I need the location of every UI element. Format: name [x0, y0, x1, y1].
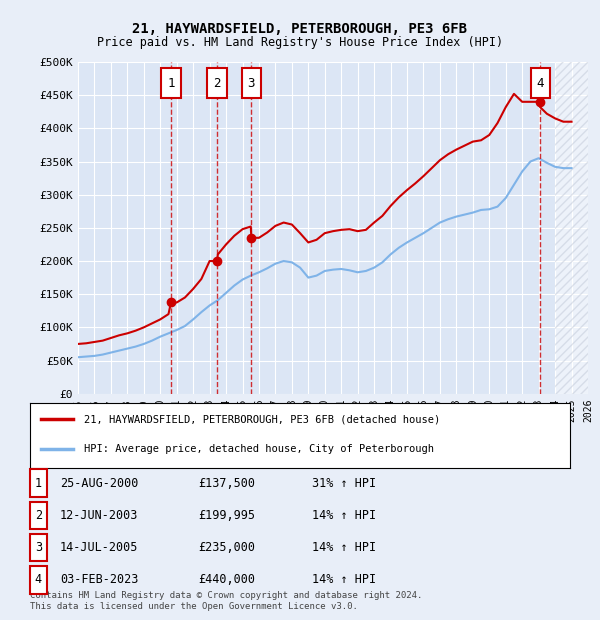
Text: £137,500: £137,500 — [198, 477, 255, 490]
Text: 25-AUG-2000: 25-AUG-2000 — [60, 477, 139, 490]
Text: £235,000: £235,000 — [198, 541, 255, 554]
Text: 3: 3 — [35, 541, 42, 554]
Text: 2: 2 — [213, 77, 221, 89]
Text: 12-JUN-2003: 12-JUN-2003 — [60, 509, 139, 522]
Text: Contains HM Land Registry data © Crown copyright and database right 2024.
This d: Contains HM Land Registry data © Crown c… — [30, 591, 422, 611]
Text: 14% ↑ HPI: 14% ↑ HPI — [312, 574, 376, 587]
Text: 21, HAYWARDSFIELD, PETERBOROUGH, PE3 6FB (detached house): 21, HAYWARDSFIELD, PETERBOROUGH, PE3 6FB… — [84, 414, 440, 424]
Text: 1: 1 — [167, 77, 175, 89]
Text: 14% ↑ HPI: 14% ↑ HPI — [312, 509, 376, 522]
Text: 03-FEB-2023: 03-FEB-2023 — [60, 574, 139, 587]
Text: 14% ↑ HPI: 14% ↑ HPI — [312, 541, 376, 554]
Text: 14-JUL-2005: 14-JUL-2005 — [60, 541, 139, 554]
Text: 4: 4 — [536, 77, 544, 89]
Text: £440,000: £440,000 — [198, 574, 255, 587]
Text: 3: 3 — [248, 77, 255, 89]
Text: 31% ↑ HPI: 31% ↑ HPI — [312, 477, 376, 490]
Text: 4: 4 — [35, 574, 42, 587]
Text: 21, HAYWARDSFIELD, PETERBOROUGH, PE3 6FB: 21, HAYWARDSFIELD, PETERBOROUGH, PE3 6FB — [133, 22, 467, 36]
Bar — [555, 62, 588, 394]
Text: HPI: Average price, detached house, City of Peterborough: HPI: Average price, detached house, City… — [84, 443, 434, 454]
Bar — [555, 62, 588, 394]
Bar — [555, 62, 588, 394]
Text: 1: 1 — [35, 477, 42, 490]
Text: 2: 2 — [35, 509, 42, 522]
Text: Price paid vs. HM Land Registry's House Price Index (HPI): Price paid vs. HM Land Registry's House … — [97, 36, 503, 49]
Text: £199,995: £199,995 — [198, 509, 255, 522]
